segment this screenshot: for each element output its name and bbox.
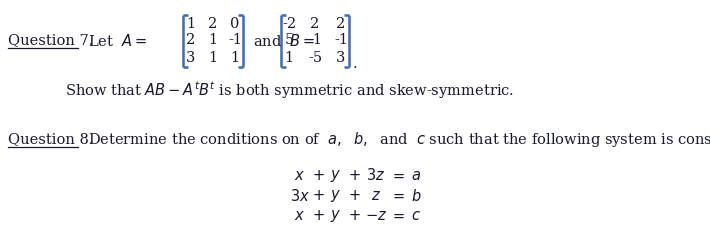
Text: $+$: $+$	[348, 169, 360, 182]
Text: $3x$: $3x$	[290, 188, 310, 204]
Text: $=$: $=$	[391, 189, 405, 203]
Text: -1: -1	[228, 34, 242, 47]
Text: Let  $A =$: Let $A =$	[88, 32, 147, 49]
Text: $b$: $b$	[410, 188, 421, 204]
Text: and  $B =$: and $B =$	[253, 32, 315, 49]
Text: -2: -2	[282, 16, 296, 31]
Text: 2: 2	[310, 16, 320, 31]
Text: Question 7.: Question 7.	[8, 34, 94, 47]
Text: 3: 3	[186, 50, 196, 65]
Text: $+$: $+$	[312, 209, 324, 223]
Text: $=$: $=$	[391, 169, 405, 182]
Text: 1: 1	[187, 16, 195, 31]
Text: $+$: $+$	[348, 209, 360, 223]
Text: $3z$: $3z$	[366, 167, 386, 184]
Text: $x$: $x$	[295, 169, 305, 182]
Text: 2: 2	[186, 34, 196, 47]
Text: $x$: $x$	[295, 209, 305, 223]
Text: $=$: $=$	[391, 209, 405, 223]
Text: 3: 3	[337, 50, 346, 65]
Text: .: .	[353, 56, 358, 70]
Text: $+$: $+$	[348, 189, 360, 203]
Text: 1: 1	[209, 50, 217, 65]
Text: $y$: $y$	[330, 208, 342, 224]
Text: $c$: $c$	[411, 209, 421, 223]
Text: 1: 1	[231, 50, 239, 65]
Text: 5: 5	[285, 34, 294, 47]
Text: $a$: $a$	[411, 169, 421, 182]
Text: Show that $AB - A^tB^t$ is both symmetric and skew-symmetric.: Show that $AB - A^tB^t$ is both symmetri…	[65, 79, 514, 101]
Text: 2: 2	[337, 16, 346, 31]
Text: -1: -1	[334, 34, 348, 47]
Text: $y$: $y$	[330, 167, 342, 184]
Text: 0: 0	[230, 16, 240, 31]
Text: $y$: $y$	[330, 188, 342, 204]
Text: 1: 1	[285, 50, 293, 65]
Text: -5: -5	[308, 50, 322, 65]
Text: 2: 2	[208, 16, 218, 31]
Text: Question 8.: Question 8.	[8, 133, 94, 146]
Text: 1: 1	[209, 34, 217, 47]
Text: Determine the conditions on of  $a,$  $b,$  and  $c$ such that the following sys: Determine the conditions on of $a,$ $b,$…	[88, 130, 710, 149]
Text: $z$: $z$	[371, 189, 381, 203]
Text: -1: -1	[308, 34, 322, 47]
Text: $-z$: $-z$	[365, 209, 387, 223]
Text: $+$: $+$	[312, 169, 324, 182]
Text: $+$: $+$	[312, 189, 324, 203]
